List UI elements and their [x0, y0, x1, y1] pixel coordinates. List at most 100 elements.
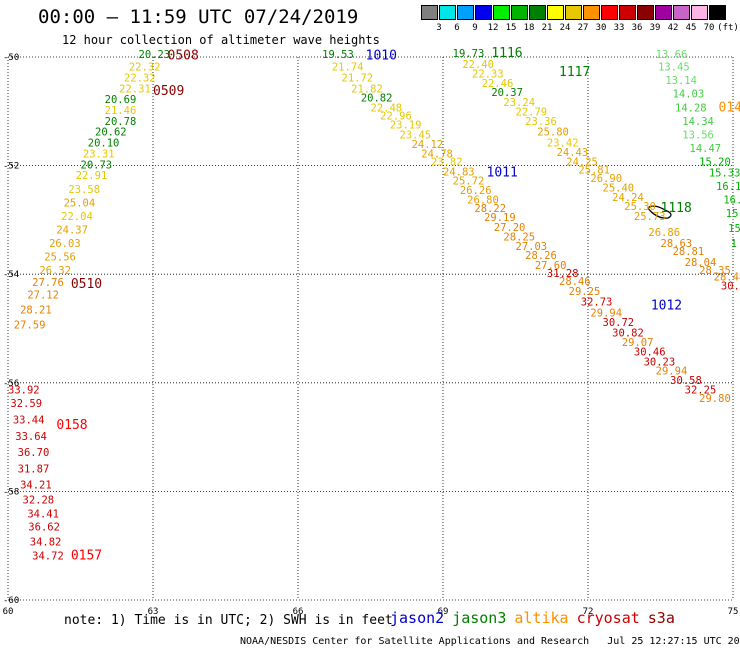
legend-label: 39 — [649, 23, 661, 33]
wave-height-value: 20.10 — [88, 138, 120, 150]
legend-swatch — [601, 5, 618, 20]
wave-height-value: 22.40 — [462, 59, 494, 71]
lon-tick-label: 72 — [583, 607, 594, 617]
legend-swatch — [439, 5, 456, 20]
wave-height-value: 25.56 — [44, 252, 76, 264]
legend-swatch — [691, 5, 708, 20]
wave-height-value: 23.58 — [68, 184, 100, 196]
wave-height-value: 28.22 — [474, 203, 506, 215]
wave-height-value: 20.23 — [139, 49, 171, 61]
track-values: 20.2322.3222.3222.3120.6921.4620.7820.62… — [8, 48, 740, 562]
pass-number-label: 1118 — [661, 201, 692, 216]
legend-label: 30 — [595, 23, 607, 33]
wave-height-value: 24.25 — [566, 157, 598, 169]
wave-height-value: 24.12 — [412, 139, 444, 151]
lon-tick-label: 75 — [728, 607, 739, 617]
lat-tick-label: -58 — [3, 487, 19, 497]
legend-swatch — [547, 5, 564, 20]
wave-height-value: 26.80 — [467, 195, 499, 207]
wave-height-value: 23.31 — [83, 148, 115, 160]
wave-height-value: 20.37 — [491, 87, 523, 99]
lat-tick-label: -52 — [3, 162, 19, 172]
wave-height-value: 33.44 — [13, 415, 45, 427]
wave-height-value: 30.23 — [644, 356, 676, 368]
wave-height-value: 25.04 — [64, 197, 96, 209]
wave-height-value: 21.74 — [332, 62, 364, 74]
legend-label: 3 — [436, 23, 442, 33]
legend-label: 18 — [523, 23, 535, 33]
wave-height-value: 24.83 — [443, 166, 475, 178]
legend-swatch — [673, 5, 690, 20]
legend-label: 36 — [631, 23, 643, 33]
legend-swatch — [493, 5, 510, 20]
wave-height-value: 24.78 — [421, 148, 453, 160]
legend-label: 42 — [667, 23, 679, 33]
wave-height-value: 20.82 — [361, 93, 393, 105]
pass-number-label: 014 — [719, 100, 740, 115]
legend-label: 9 — [472, 23, 478, 33]
wave-height-value: 20.69 — [105, 94, 137, 106]
wave-height-value: 23.19 — [390, 120, 422, 132]
wave-height-value: 27.59 — [14, 320, 46, 332]
pass-number-label: 0509 — [153, 84, 184, 99]
wave-height-value: 19.53 — [322, 49, 354, 61]
wave-height-value: 14.28 — [675, 102, 707, 114]
wave-height-value: 25.40 — [603, 183, 635, 195]
wave-height-value: 33.92 — [8, 385, 40, 397]
legend-unit: (ft) — [717, 23, 739, 33]
wave-height-value: 32.25 — [685, 385, 717, 397]
wave-height-value: 23.24 — [503, 97, 535, 109]
wave-height-value: 19.73 — [453, 48, 485, 60]
legend-label: 45 — [685, 23, 697, 33]
wave-height-value: 27.03 — [516, 241, 548, 253]
wave-height-value: 21.82 — [351, 83, 383, 95]
lat-tick-label: -60 — [3, 596, 19, 606]
wave-height-value: 14.03 — [673, 89, 705, 101]
lon-tick-label: 60 — [3, 607, 14, 617]
legend-label: 33 — [613, 23, 625, 33]
wave-height-value: 25.72 — [453, 176, 485, 188]
wave-height-value: 14.47 — [690, 143, 722, 155]
pass-number-label: 0508 — [168, 49, 199, 64]
wave-height-value: 31.87 — [18, 463, 50, 475]
legend-swatch — [655, 5, 672, 20]
wave-height-value: 34.72 — [32, 550, 64, 562]
pass-number-label: 1012 — [651, 298, 682, 313]
wave-height-value: 22.32 — [124, 72, 156, 84]
pass-number-label: 1011 — [487, 165, 518, 180]
page-title: 00:00 — 11:59 UTC 07/24/2019 — [38, 6, 359, 28]
credit-line: NOAA/NESDIS Center for Satellite Applica… — [240, 636, 740, 647]
page-subtitle: 12 hour collection of altimeter wave hei… — [62, 33, 380, 47]
wave-height-value: 22.79 — [516, 107, 548, 119]
wave-height-value: 20.62 — [95, 127, 127, 139]
wave-height-value: 15.33 — [709, 167, 740, 179]
wave-height-value: 22.32 — [129, 62, 161, 74]
legend-swatch — [583, 5, 600, 20]
wave-height-value: 24.24 — [612, 192, 644, 204]
lon-tick-label: 66 — [293, 607, 304, 617]
pass-number-label: 1116 — [491, 46, 522, 61]
wave-height-value: 32.59 — [10, 398, 42, 410]
wave-height-value: 29.25 — [569, 286, 601, 298]
legend-label: 12 — [487, 23, 499, 33]
wave-height-value: 23.45 — [400, 129, 432, 141]
pass-labels: 0508 0509 0510 0158 0157 1010 1011 1012 1116 1117… — [56, 46, 740, 563]
wave-height-value: 21.46 — [105, 105, 137, 117]
wave-height-value: 32.73 — [581, 297, 613, 309]
legend-swatch — [637, 5, 654, 20]
wave-height-value: 26.32 — [39, 265, 71, 277]
wave-height-value: 22.91 — [76, 170, 108, 182]
wave-height-value: 32.28 — [23, 494, 55, 506]
lat-tick-label: -56 — [3, 379, 19, 389]
wave-height-value: 22.46 — [482, 78, 514, 90]
wave-height-value: 20.78 — [105, 116, 137, 128]
wave-height-value: 15.20 — [699, 157, 731, 169]
satellite-legend-item: altika — [514, 609, 569, 627]
wave-height-value: 34.21 — [20, 480, 52, 492]
axis-ticks: 60 63 66 69 72 75 -50 -52 -54 -56 -58 -60 — [3, 53, 739, 617]
wave-height-value: 34.82 — [30, 537, 62, 549]
wave-height-value: 31.28 — [547, 268, 579, 280]
wave-height-value: 30.82 — [612, 328, 644, 340]
wave-height-value: 27.12 — [27, 290, 59, 302]
